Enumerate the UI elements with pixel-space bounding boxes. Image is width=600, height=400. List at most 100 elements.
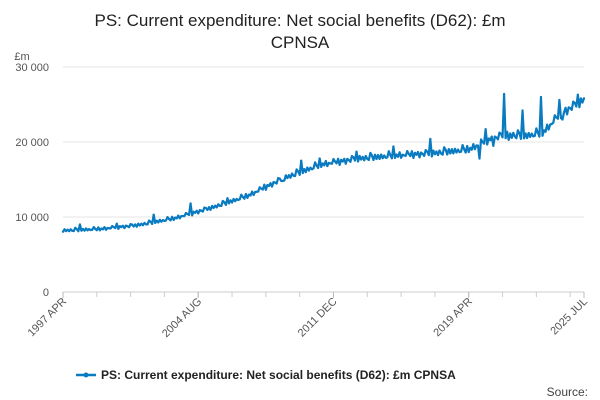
data-point[interactable] <box>132 225 135 228</box>
data-point[interactable] <box>92 226 95 229</box>
data-point[interactable] <box>489 139 492 142</box>
data-point[interactable] <box>553 114 556 117</box>
data-point[interactable] <box>461 144 464 147</box>
data-point[interactable] <box>450 148 453 151</box>
data-point[interactable] <box>521 109 524 112</box>
data-point[interactable] <box>410 150 413 153</box>
data-point[interactable] <box>576 93 579 96</box>
data-point[interactable] <box>120 225 123 229</box>
data-point[interactable] <box>101 228 105 231</box>
data-point[interactable] <box>177 214 180 217</box>
data-point[interactable] <box>383 154 386 157</box>
data-point[interactable] <box>183 214 186 218</box>
data-point[interactable] <box>506 130 509 133</box>
data-point[interactable] <box>229 199 232 202</box>
data-point[interactable] <box>289 176 292 179</box>
data-point[interactable] <box>355 150 358 153</box>
data-point[interactable] <box>555 116 558 119</box>
data-point[interactable] <box>338 163 341 166</box>
data-point[interactable] <box>419 151 423 154</box>
data-point[interactable] <box>98 229 101 232</box>
data-point[interactable] <box>439 152 443 155</box>
data-point[interactable] <box>109 227 112 230</box>
data-point[interactable] <box>63 228 66 231</box>
data-point[interactable] <box>478 157 481 160</box>
data-point[interactable] <box>453 147 456 150</box>
data-point[interactable] <box>353 159 357 162</box>
data-point[interactable] <box>386 156 389 159</box>
data-point[interactable] <box>533 134 536 137</box>
data-point[interactable] <box>83 229 86 232</box>
data-point[interactable] <box>326 164 329 168</box>
data-point[interactable] <box>240 193 243 196</box>
data-point[interactable] <box>303 168 306 171</box>
data-point[interactable] <box>250 190 254 193</box>
data-point[interactable] <box>81 227 85 231</box>
data-point[interactable] <box>412 156 415 159</box>
data-point[interactable] <box>535 127 538 130</box>
data-point[interactable] <box>570 108 573 111</box>
data-point[interactable] <box>376 153 380 157</box>
legend[interactable]: PS: Current expenditure: Net social bene… <box>76 368 456 382</box>
data-point[interactable] <box>502 92 506 96</box>
data-point[interactable] <box>381 157 384 160</box>
data-point[interactable] <box>246 196 249 199</box>
data-point[interactable] <box>103 226 106 229</box>
data-point[interactable] <box>539 95 543 99</box>
data-point[interactable] <box>210 204 214 208</box>
data-point[interactable] <box>84 227 88 230</box>
data-point[interactable] <box>275 182 278 185</box>
data-point[interactable] <box>206 208 209 212</box>
data-point[interactable] <box>95 229 98 232</box>
data-point[interactable] <box>530 132 533 135</box>
data-point[interactable] <box>561 118 564 121</box>
data-point[interactable] <box>295 168 298 171</box>
data-point[interactable] <box>264 188 267 191</box>
data-point[interactable] <box>556 117 559 120</box>
data-point[interactable] <box>536 131 539 134</box>
data-point[interactable] <box>350 155 354 158</box>
data-point[interactable] <box>270 185 274 188</box>
data-point[interactable] <box>572 100 575 103</box>
data-point[interactable] <box>152 213 155 216</box>
data-point[interactable] <box>413 151 417 154</box>
data-point[interactable] <box>91 228 94 231</box>
data-point[interactable] <box>154 221 157 224</box>
data-point[interactable] <box>400 156 403 159</box>
data-point[interactable] <box>360 158 363 161</box>
data-point[interactable] <box>340 158 343 161</box>
data-point[interactable] <box>395 153 398 156</box>
data-point[interactable] <box>267 184 271 188</box>
data-point[interactable] <box>286 176 289 180</box>
data-point[interactable] <box>346 157 349 161</box>
data-point[interactable] <box>68 230 71 233</box>
data-point[interactable] <box>415 153 418 156</box>
data-point[interactable] <box>75 228 78 231</box>
data-point[interactable] <box>195 209 198 212</box>
data-point[interactable] <box>321 162 324 165</box>
data-point[interactable] <box>335 162 338 165</box>
data-point[interactable] <box>164 219 168 222</box>
data-point[interactable] <box>423 154 426 157</box>
data-point[interactable] <box>226 197 229 200</box>
data-point[interactable] <box>330 162 334 165</box>
data-point[interactable] <box>121 224 125 227</box>
data-point[interactable] <box>117 227 120 230</box>
data-point[interactable] <box>558 98 561 102</box>
data-point[interactable] <box>498 131 501 134</box>
data-point[interactable] <box>64 229 68 233</box>
data-point[interactable] <box>158 218 161 221</box>
data-point[interactable] <box>147 219 151 222</box>
data-point[interactable] <box>541 134 544 137</box>
data-point[interactable] <box>562 111 566 114</box>
data-point[interactable] <box>141 224 145 227</box>
data-point[interactable] <box>343 157 346 160</box>
data-point[interactable] <box>575 105 578 108</box>
data-point[interactable] <box>490 135 493 138</box>
data-point[interactable] <box>344 162 347 165</box>
data-point[interactable] <box>564 106 567 110</box>
data-point[interactable] <box>466 144 469 148</box>
data-point[interactable] <box>547 128 550 131</box>
data-point[interactable] <box>492 144 495 147</box>
data-point[interactable] <box>436 153 440 157</box>
